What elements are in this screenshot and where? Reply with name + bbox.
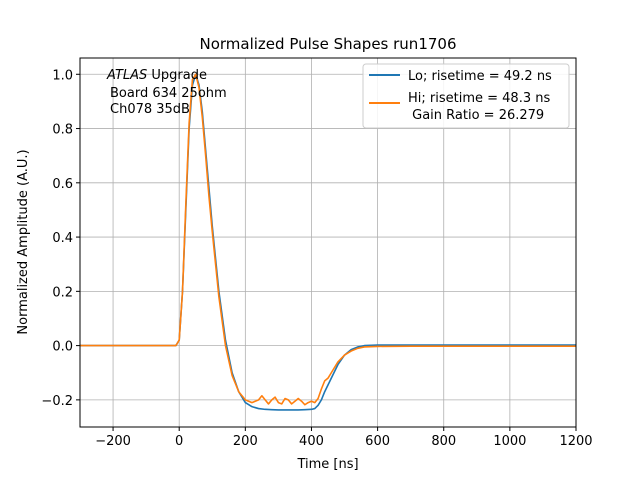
y-tick-label: 0.6	[52, 177, 73, 192]
annotation-line-1: ATLAS Upgrade	[106, 68, 207, 83]
y-axis-label: Normalized Amplitude (A.U.)	[16, 149, 31, 334]
annotation-block: ATLAS Upgrade Board 634 25ohm Ch078 35dB	[106, 68, 227, 117]
legend-label-hi-line-1: Hi; risetime = 48.3 ns	[408, 91, 550, 106]
annotation-atlas: ATLAS	[106, 68, 147, 83]
y-tick-label: 0.8	[52, 123, 73, 138]
y-tick-label: 0.2	[52, 285, 73, 300]
x-tick-label: 400	[299, 434, 324, 449]
y-axis-ticks: −0.2 0.0 0.2 0.4 0.6 0.8 1.0	[41, 68, 80, 409]
x-axis-label: Time [ns]	[296, 457, 358, 472]
legend-box	[362, 63, 570, 129]
annotation-line-2: Board 634 25ohm	[110, 86, 227, 101]
x-tick-label: 1200	[559, 434, 592, 449]
chart-title: Normalized Pulse Shapes run1706	[199, 35, 456, 53]
y-tick-label: 0.0	[52, 340, 73, 355]
legend-label-lo: Lo; risetime = 49.2 ns	[408, 69, 552, 84]
x-tick-label: 200	[233, 434, 258, 449]
x-axis-ticks: −200 0 200 400 600 800 1000 1200	[95, 427, 593, 449]
x-tick-label: 0	[175, 434, 183, 449]
x-tick-label: 1000	[493, 434, 526, 449]
annotation-line-3: Ch078 35dB	[110, 102, 190, 117]
series-layer	[80, 73, 576, 411]
y-tick-label: −0.2	[41, 394, 73, 409]
y-tick-label: 0.4	[52, 231, 73, 246]
legend-label-hi-line-2: Gain Ratio = 26.279	[408, 108, 544, 123]
series-line-hi	[80, 73, 576, 406]
x-tick-label: 600	[365, 434, 390, 449]
legend: Lo; risetime = 49.2 ns Hi; risetime = 48…	[362, 63, 570, 129]
legend-label-hi: Hi; risetime = 48.3 ns Gain Ratio = 26.2…	[408, 91, 554, 123]
x-tick-label: 800	[431, 434, 456, 449]
x-tick-label: −200	[95, 434, 131, 449]
y-tick-label: 1.0	[52, 68, 73, 83]
plot-frame	[79, 57, 577, 428]
annotation-upgrade: Upgrade	[147, 68, 207, 83]
